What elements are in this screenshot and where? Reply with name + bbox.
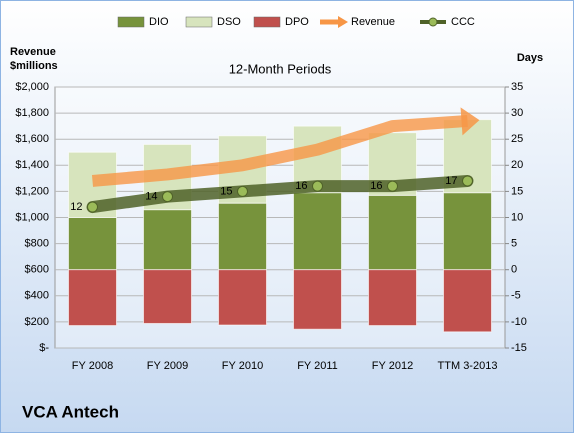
data-label: 17: [445, 175, 457, 187]
y-tick-label: $1,800: [15, 107, 49, 119]
ccc-marker: [237, 185, 248, 197]
bar: [68, 269, 117, 327]
x-tick-label: FY 2011: [297, 360, 338, 372]
x-tick-label: FY 2010: [222, 360, 263, 372]
ccc-marker: [462, 175, 473, 187]
y2-tick-label: -15: [511, 342, 527, 354]
legend-swatch: [117, 16, 145, 28]
bar: [218, 269, 267, 326]
y2-tick-label: 20: [511, 159, 523, 171]
data-label: 16: [370, 180, 382, 192]
data-label: 15: [220, 185, 232, 197]
ccc-marker: [387, 180, 398, 192]
y-tick-label: $1,400: [15, 159, 49, 171]
bar: [143, 269, 192, 324]
y-tick-label: $1,000: [15, 211, 49, 223]
y-tick-label: $2,000: [15, 81, 49, 93]
y-tick-label: $-: [39, 342, 49, 354]
data-label: 16: [295, 180, 307, 192]
y2-axis-label: Days: [517, 52, 543, 64]
y2-tick-label: 10: [511, 211, 523, 223]
data-label: 12: [70, 201, 82, 213]
chart-title: 12-Month Periods: [229, 61, 332, 76]
y2-tick-label: 25: [511, 133, 523, 145]
y-tick-label: $400: [25, 290, 49, 302]
footer: VCA Antech: [22, 402, 119, 421]
bar: [218, 202, 267, 271]
bar: [293, 269, 342, 330]
y2-tick-label: -5: [511, 290, 521, 302]
y-tick-label: $200: [25, 316, 49, 328]
x-tick-label: FY 2008: [72, 360, 113, 372]
legend-label: DSO: [217, 16, 241, 28]
bar: [443, 269, 492, 333]
bar: [368, 194, 417, 271]
y-axis-label: Revenue: [10, 46, 56, 58]
revenue-arrowhead: [460, 107, 480, 136]
y2-tick-label: -10: [511, 316, 527, 328]
bar: [68, 217, 117, 271]
ccc-marker: [162, 191, 173, 203]
legend-label: CCC: [451, 16, 475, 28]
y2-tick-label: 35: [511, 81, 523, 93]
x-tick-label: TTM 3-2013: [438, 360, 498, 372]
y-tick-label: $1,600: [15, 133, 49, 145]
revenue-line: [91, 114, 468, 187]
bar: [368, 269, 417, 327]
x-tick-label: FY 2009: [147, 360, 188, 372]
y2-tick-label: 0: [511, 264, 517, 276]
ccc-line: [86, 174, 474, 214]
legend-label: DIO: [149, 16, 169, 28]
y-tick-label: $600: [25, 264, 49, 276]
legend-label: DPO: [285, 16, 309, 28]
legend-swatch: [428, 17, 438, 27]
bar: [143, 209, 192, 271]
ccc-marker: [312, 180, 323, 192]
y-tick-label: $1,200: [15, 185, 49, 197]
y2-tick-label: 5: [511, 238, 517, 250]
x-tick-label: FY 2012: [372, 360, 413, 372]
data-label: 14: [145, 191, 157, 203]
y-tick-label: $800: [25, 238, 49, 250]
bar: [293, 192, 342, 271]
legend-swatch: [253, 16, 281, 28]
legend-swatch: [338, 16, 348, 28]
legend-swatch: [185, 16, 213, 28]
ccc-marker: [87, 201, 98, 213]
y-axis-label: $millions: [10, 60, 58, 72]
y2-tick-label: 30: [511, 107, 523, 119]
bar: [443, 192, 492, 271]
legend-label: Revenue: [351, 16, 395, 28]
y2-tick-label: 15: [511, 185, 523, 197]
